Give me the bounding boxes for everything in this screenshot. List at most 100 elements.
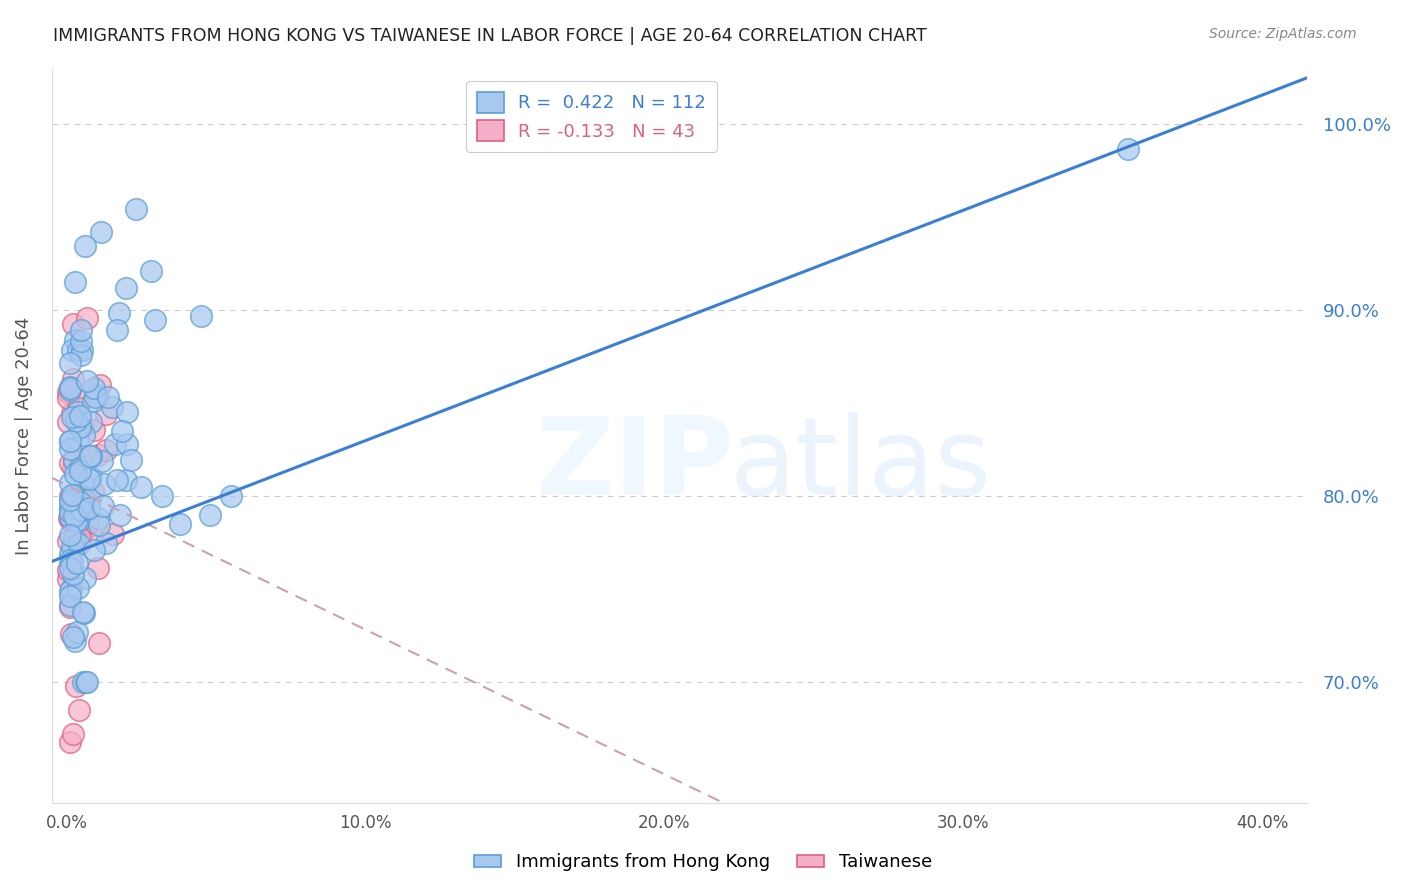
Point bbox=[69, 464, 91, 478]
Point bbox=[59, 442, 82, 456]
Point bbox=[56, 533, 79, 548]
Point bbox=[67, 703, 90, 717]
Point bbox=[60, 406, 83, 420]
Point bbox=[66, 343, 89, 357]
Point bbox=[79, 449, 101, 463]
Point bbox=[115, 281, 138, 295]
Point bbox=[59, 528, 82, 542]
Point bbox=[104, 437, 127, 451]
Point bbox=[56, 415, 79, 429]
Point bbox=[75, 675, 97, 690]
Point bbox=[80, 528, 103, 542]
Point bbox=[59, 598, 82, 612]
Point bbox=[59, 434, 82, 448]
Point bbox=[60, 582, 83, 597]
Point bbox=[89, 518, 111, 533]
Point bbox=[59, 600, 82, 615]
Point bbox=[69, 503, 91, 517]
Point bbox=[108, 305, 131, 319]
Point bbox=[65, 414, 87, 428]
Point bbox=[111, 424, 134, 438]
Point bbox=[59, 493, 82, 508]
Point bbox=[90, 225, 112, 239]
Point bbox=[59, 589, 82, 603]
Point bbox=[115, 405, 138, 419]
Point bbox=[56, 563, 79, 577]
Point bbox=[59, 505, 82, 519]
Point bbox=[83, 423, 105, 437]
Point bbox=[70, 343, 93, 358]
Point bbox=[86, 388, 108, 402]
Point bbox=[75, 493, 97, 508]
Point bbox=[169, 517, 191, 532]
Point bbox=[66, 517, 89, 532]
Point bbox=[110, 508, 132, 522]
Point bbox=[70, 323, 93, 337]
Text: atlas: atlas bbox=[730, 412, 991, 518]
Text: IMMIGRANTS FROM HONG KONG VS TAIWANESE IN LABOR FORCE | AGE 20-64 CORRELATION CH: IMMIGRANTS FROM HONG KONG VS TAIWANESE I… bbox=[53, 27, 927, 45]
Point bbox=[60, 343, 83, 358]
Point bbox=[131, 480, 153, 494]
Point bbox=[91, 499, 114, 513]
Text: Source: ZipAtlas.com: Source: ZipAtlas.com bbox=[1209, 27, 1357, 41]
Point bbox=[63, 508, 86, 523]
Point bbox=[73, 478, 96, 492]
Point bbox=[101, 526, 124, 541]
Point bbox=[82, 394, 104, 409]
Point bbox=[66, 581, 89, 595]
Point bbox=[69, 451, 91, 466]
Point bbox=[125, 202, 148, 217]
Point bbox=[60, 495, 83, 509]
Point bbox=[59, 584, 82, 599]
Point bbox=[66, 557, 89, 571]
Point bbox=[65, 333, 87, 347]
Point bbox=[59, 383, 82, 397]
Point bbox=[62, 630, 84, 644]
Point bbox=[69, 409, 91, 423]
Point bbox=[67, 513, 90, 527]
Point bbox=[62, 498, 84, 512]
Point bbox=[83, 381, 105, 395]
Point bbox=[66, 432, 89, 446]
Point bbox=[66, 531, 89, 545]
Point bbox=[65, 634, 87, 648]
Point bbox=[59, 510, 82, 524]
Point bbox=[62, 727, 84, 741]
Point bbox=[87, 511, 110, 525]
Point bbox=[76, 374, 98, 388]
Point bbox=[60, 555, 83, 569]
Point bbox=[59, 456, 82, 470]
Point bbox=[65, 679, 87, 693]
Point bbox=[59, 547, 82, 561]
Point bbox=[56, 384, 79, 399]
Point bbox=[105, 473, 128, 487]
Point bbox=[80, 469, 103, 483]
Point bbox=[73, 606, 96, 620]
Point bbox=[150, 489, 173, 503]
Point bbox=[65, 514, 87, 528]
Point bbox=[67, 462, 90, 476]
Point bbox=[198, 508, 221, 522]
Point bbox=[63, 450, 86, 465]
Point bbox=[58, 573, 80, 587]
Point bbox=[143, 313, 166, 327]
Point bbox=[87, 561, 110, 575]
Point bbox=[59, 503, 82, 517]
Point bbox=[62, 372, 84, 386]
Point bbox=[63, 489, 86, 503]
Text: ZIP: ZIP bbox=[536, 412, 734, 518]
Point bbox=[59, 434, 82, 449]
Point bbox=[72, 675, 94, 690]
Point bbox=[60, 410, 83, 425]
Point bbox=[83, 542, 105, 557]
Point bbox=[87, 448, 110, 462]
Point bbox=[63, 453, 86, 467]
Point bbox=[80, 450, 103, 464]
Point bbox=[67, 536, 90, 550]
Point bbox=[70, 420, 93, 434]
Point bbox=[117, 437, 139, 451]
Point bbox=[107, 323, 129, 337]
Point bbox=[93, 477, 115, 491]
Point bbox=[75, 521, 97, 535]
Point bbox=[77, 472, 100, 486]
